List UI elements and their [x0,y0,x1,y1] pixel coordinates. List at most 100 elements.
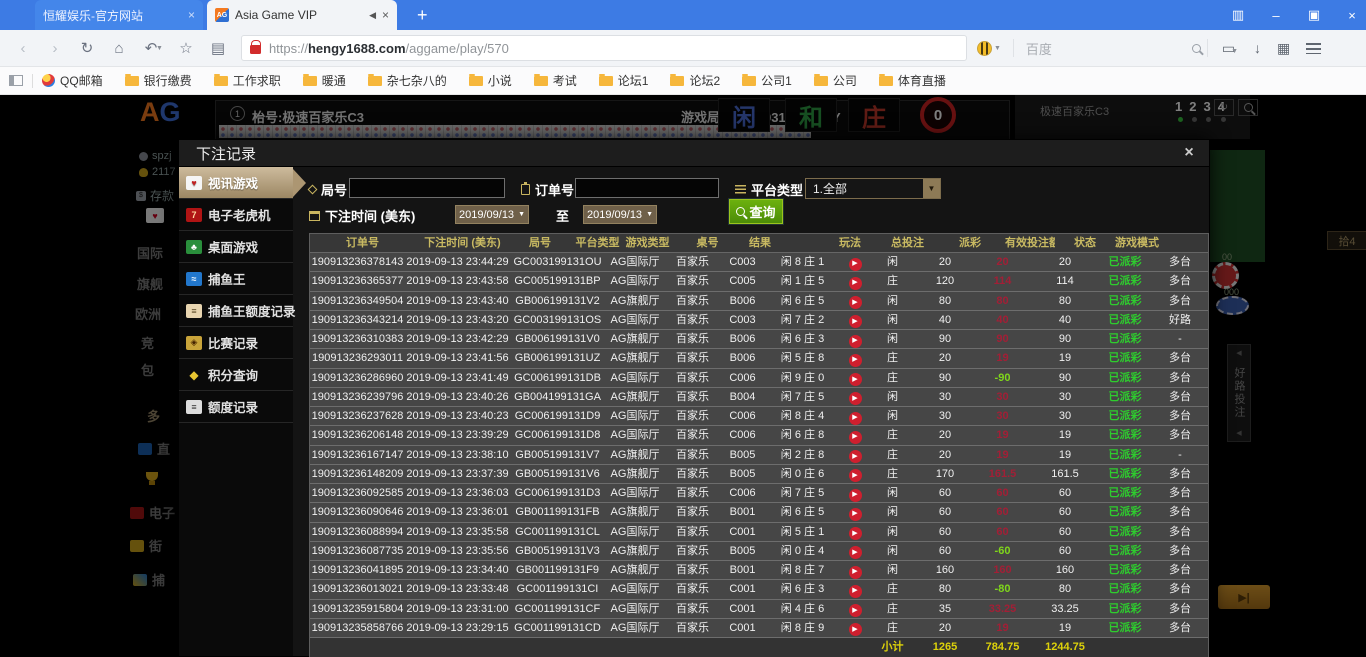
replay-video-button[interactable]: ▶ [848,276,862,290]
replay-video-button[interactable]: ▶ [848,353,862,367]
back-icon[interactable]: ‹ [20,39,26,57]
table-row[interactable]: 190913236041895 2019-09-13 23:34:40 GB00… [310,561,1208,581]
modal-menu-item[interactable]: ♥ 视讯游戏 [179,167,306,199]
window-close-button[interactable]: × [1348,7,1356,23]
browser-tab-inactive[interactable]: 恒耀娱乐-官方网站 × [35,0,203,30]
bookmark-item[interactable]: 公司 [813,72,857,89]
replay-video-button[interactable]: ▶ [848,315,862,329]
cell-game-mode: 多台 [1169,621,1191,634]
replay-video-button[interactable]: ▶ [848,296,862,309]
undo-dropdown-icon[interactable]: ▼ [156,44,163,52]
table-row[interactable]: 190913236310383 2019-09-13 23:42:29 GB00… [310,330,1208,350]
tab-close-icon[interactable]: × [381,8,389,22]
sidebar-toggle-icon[interactable] [9,75,23,86]
table-row[interactable]: 190913235858766 2019-09-13 23:29:15 GC00… [310,619,1208,638]
bookmark-item[interactable]: 暖通 [302,72,346,89]
replay-video-button[interactable]: ▶ [848,411,862,425]
modal-menu-item[interactable]: ≡ 额度记录 [179,391,293,423]
home-icon[interactable]: ⌂ [114,39,124,57]
undo-icon[interactable]: ↶ [144,40,158,57]
bookmark-item[interactable]: 杂七杂八的 [367,72,447,89]
table-row[interactable]: 190913236167147 2019-09-13 23:38:10 GB00… [310,446,1208,465]
replay-video-button[interactable]: ▶ [848,604,862,617]
replay-video-button[interactable]: ▶ [848,257,862,271]
table-row[interactable]: 190913236293011 2019-09-13 23:41:56 GB00… [310,349,1208,369]
table-row[interactable]: 190913236378143 2019-09-13 23:44:29 GC00… [310,253,1208,273]
engine-dropdown-icon[interactable]: ▼ [993,44,1001,52]
modal-menu-item[interactable]: ≡ 捕鱼王额度记录 [179,295,296,327]
cell-round-id: GB006199131V2 [515,294,600,307]
modal-close-button[interactable]: × [1184,144,1194,161]
table-row[interactable]: 190913236088994 2019-09-13 23:35:58 GC00… [310,523,1208,542]
tab-audio-icon[interactable]: ◀ [369,9,376,20]
replay-video-button[interactable]: ▶ [848,565,862,579]
round-id-input[interactable] [349,178,505,198]
bookmark-item[interactable]: 工作求职 [213,72,281,89]
bookmark-item[interactable]: 论坛2 [670,72,720,89]
replay-video-button[interactable]: ▶ [848,373,862,386]
download-icon[interactable]: ↓ [1254,40,1262,56]
modal-menu-item[interactable]: ◈ 比赛记录 [179,327,293,359]
new-tab-button[interactable]: + [417,4,428,25]
table-row[interactable]: 190913236148209 2019-09-13 23:37:39 GB00… [310,465,1208,484]
modal-menu-item[interactable]: ♣ 桌面游戏 [179,231,293,263]
address-bar[interactable]: https://hengy1688.com/aggame/play/570 [240,35,967,61]
screenshot-icon[interactable]: ▭▼ [1221,39,1239,56]
date-to-select[interactable]: 2019/09/13 ▼ [583,205,657,224]
replay-video-button[interactable]: ▶ [848,584,862,598]
table-row[interactable]: 190913236365377 2019-09-13 23:43:58 GC00… [310,272,1208,292]
window-panel-icon[interactable]: ▥ [1231,7,1245,22]
bookmark-item[interactable]: QQ邮箱 [42,72,103,89]
table-row[interactable]: 190913236090646 2019-09-13 23:36:01 GB00… [310,503,1208,523]
bookmark-item[interactable]: 论坛1 [598,72,648,89]
table-row[interactable]: 190913236092585 2019-09-13 23:36:03 GC00… [310,484,1208,504]
window-restore-button[interactable]: ▣ [1307,7,1321,22]
bookmark-item[interactable]: 银行缴费 [124,72,192,89]
bookmark-item[interactable]: 体育直播 [878,72,946,89]
apps-icon[interactable]: ▦ [1277,39,1291,56]
search-button[interactable]: 查询 [728,198,784,225]
browser-tab-active[interactable]: AG Asia Game VIP ◀ × [207,0,397,30]
replay-video-button[interactable]: ▶ [848,430,862,444]
cell-status: 已派彩 [1108,275,1142,288]
favorite-star-icon[interactable]: ☆ [179,40,193,57]
cell-game-mode: 多台 [1169,390,1191,403]
cell-play-type: 闲 [887,506,898,519]
replay-video-button[interactable]: ▶ [848,527,862,540]
replay-video-button[interactable]: ▶ [848,488,862,502]
menu-icon[interactable] [1306,42,1322,54]
replay-video-button[interactable]: ▶ [848,469,862,483]
table-row[interactable]: 190913236286960 2019-09-13 23:41:49 GC00… [310,369,1208,388]
replay-video-button[interactable]: ▶ [848,623,862,637]
table-row[interactable]: 190913236206148 2019-09-13 23:39:29 GC00… [310,426,1208,446]
table-row[interactable]: 190913236343214 2019-09-13 23:43:20 GC00… [310,311,1208,330]
replay-video-button[interactable]: ▶ [848,334,862,348]
replay-video-button[interactable]: ▶ [848,450,862,463]
platform-type-select[interactable]: 1.全部 ▼ [805,178,941,199]
date-from-select[interactable]: 2019/09/13 ▼ [455,205,529,224]
table-row[interactable]: 190913236013021 2019-09-13 23:33:48 GC00… [310,580,1208,600]
order-id-input[interactable] [575,178,719,198]
tab-close-icon[interactable]: × [187,8,195,22]
modal-menu-item[interactable]: 7 电子老虎机 [179,199,293,231]
bookmark-item[interactable]: 公司1 [742,72,792,89]
bookmark-item[interactable]: 小说 [468,72,512,89]
search-engine-bee-icon[interactable] [976,40,992,56]
modal-menu-item[interactable]: ≈ 捕鱼王 [179,263,293,295]
table-row[interactable]: 190913236349504 2019-09-13 23:43:40 GB00… [310,292,1208,311]
table-row[interactable]: 190913235915804 2019-09-13 23:31:00 GC00… [310,600,1208,619]
table-row[interactable]: 190913236087735 2019-09-13 23:35:56 GB00… [310,542,1208,561]
forward-icon[interactable]: › [52,39,58,57]
table-row[interactable]: 190913236239796 2019-09-13 23:40:26 GB00… [310,388,1208,407]
search-input[interactable]: 百度 [1025,41,1052,57]
modal-menu-item[interactable]: ◆ 积分查询 [179,359,293,391]
bookmark-item[interactable]: 考试 [533,72,577,89]
replay-video-button[interactable]: ▶ [848,392,862,406]
notes-icon[interactable]: ▤ [210,40,226,57]
search-icon[interactable] [1191,43,1201,53]
replay-video-button[interactable]: ▶ [848,507,862,521]
table-row[interactable]: 190913236237628 2019-09-13 23:40:23 GC00… [310,407,1208,427]
window-minimize-button[interactable]: – [1272,7,1280,23]
refresh-icon[interactable]: ↻ [80,40,94,57]
replay-video-button[interactable]: ▶ [848,546,862,560]
